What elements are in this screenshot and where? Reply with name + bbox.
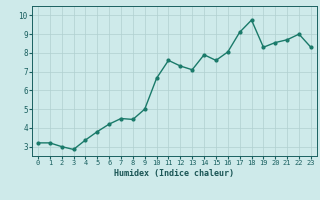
- X-axis label: Humidex (Indice chaleur): Humidex (Indice chaleur): [115, 169, 234, 178]
